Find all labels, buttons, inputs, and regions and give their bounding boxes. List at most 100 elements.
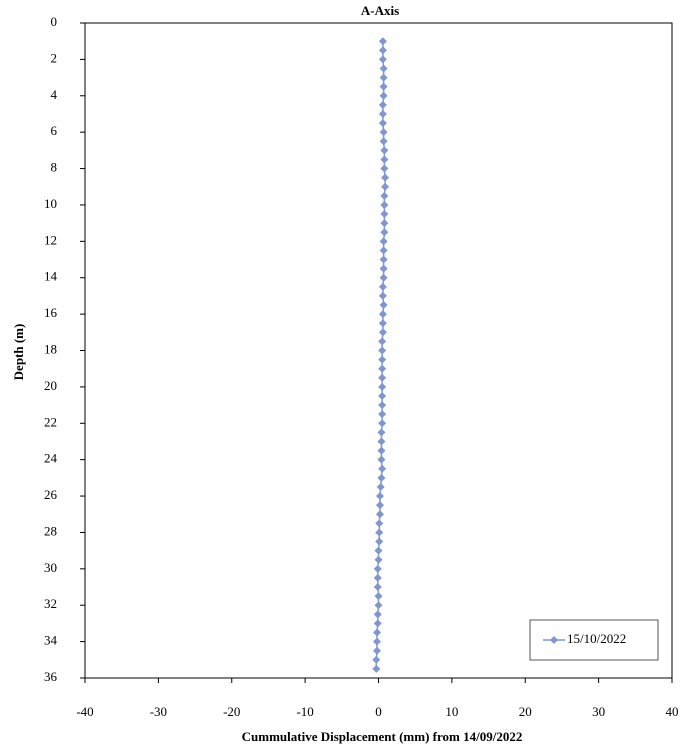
marker [380,155,389,164]
marker [377,446,386,455]
series-line [375,41,386,669]
y-tick-label: 12 [44,232,57,247]
marker [374,555,383,564]
y-tick-label: 30 [44,560,57,575]
marker [379,91,388,100]
y-tick-label: 16 [44,305,58,320]
y-tick-label: 10 [44,196,57,211]
marker [381,182,390,191]
marker [378,100,387,109]
marker [378,410,387,419]
marker [379,128,388,137]
marker [375,501,384,510]
legend-label: 15/10/2022 [567,631,626,646]
marker [378,282,387,291]
x-tick-label: 10 [445,704,458,719]
y-tick-label: 36 [44,669,58,684]
y-axis-label: Depth (m) [11,324,26,381]
marker [377,455,386,464]
marker [378,364,387,373]
marker [378,337,387,346]
marker [378,401,387,410]
marker [375,537,384,546]
x-axis-label: Cummulative Displacement (mm) from 14/09… [242,729,523,744]
marker [380,146,389,155]
marker [380,200,389,209]
marker [378,119,387,128]
marker [380,219,389,228]
x-tick-label: -30 [150,704,167,719]
y-tick-label: 26 [44,487,58,502]
marker [378,419,387,428]
y-tick-label: 0 [51,14,58,29]
marker [377,428,386,437]
marker [379,237,388,246]
marker [380,164,389,173]
y-tick-label: 18 [44,341,57,356]
marker [372,664,381,673]
marker [378,109,387,118]
marker [379,246,388,255]
y-tick-label: 24 [44,451,58,466]
x-tick-label: -10 [296,704,313,719]
marker [378,46,387,55]
marker [373,583,382,592]
marker [378,355,387,364]
marker [379,301,388,310]
y-tick-label: 20 [44,378,57,393]
marker [378,55,387,64]
marker [379,264,388,273]
marker [378,464,387,473]
marker [378,346,387,355]
y-tick-label: 34 [44,633,58,648]
marker [379,273,388,282]
marker [379,137,388,146]
marker [378,37,387,46]
marker [379,255,388,264]
marker [380,191,389,200]
legend-marker [550,636,558,644]
marker [378,391,387,400]
marker [372,655,381,664]
marker [377,437,386,446]
x-tick-label: 40 [666,704,679,719]
marker [373,628,382,637]
y-tick-label: 28 [44,523,57,538]
marker [377,473,386,482]
marker [373,564,382,573]
marker [374,546,383,555]
x-tick-label: -40 [76,704,93,719]
y-tick-label: 14 [44,269,58,284]
marker [378,291,387,300]
chart-title: A-Axis [361,3,399,18]
marker [375,510,384,519]
marker [381,173,390,182]
y-tick-label: 6 [51,123,58,138]
marker [378,328,387,337]
marker [375,528,384,537]
marker [378,373,387,382]
x-tick-label: 0 [375,704,382,719]
marker [373,573,382,582]
marker [380,210,389,219]
y-tick-label: 2 [51,50,58,65]
marker [376,482,385,491]
y-tick-label: 22 [44,414,57,429]
y-tick-label: 8 [51,160,58,175]
marker [373,619,382,628]
marker [375,492,384,501]
marker [379,73,388,82]
marker [380,228,389,237]
marker [373,610,382,619]
marker [374,592,383,601]
marker [375,519,384,528]
marker [378,382,387,391]
marker [374,601,383,610]
marker [373,637,382,646]
x-tick-label: -20 [223,704,240,719]
marker [379,82,388,91]
x-tick-label: 30 [592,704,605,719]
marker [373,646,382,655]
y-tick-label: 4 [51,87,58,102]
